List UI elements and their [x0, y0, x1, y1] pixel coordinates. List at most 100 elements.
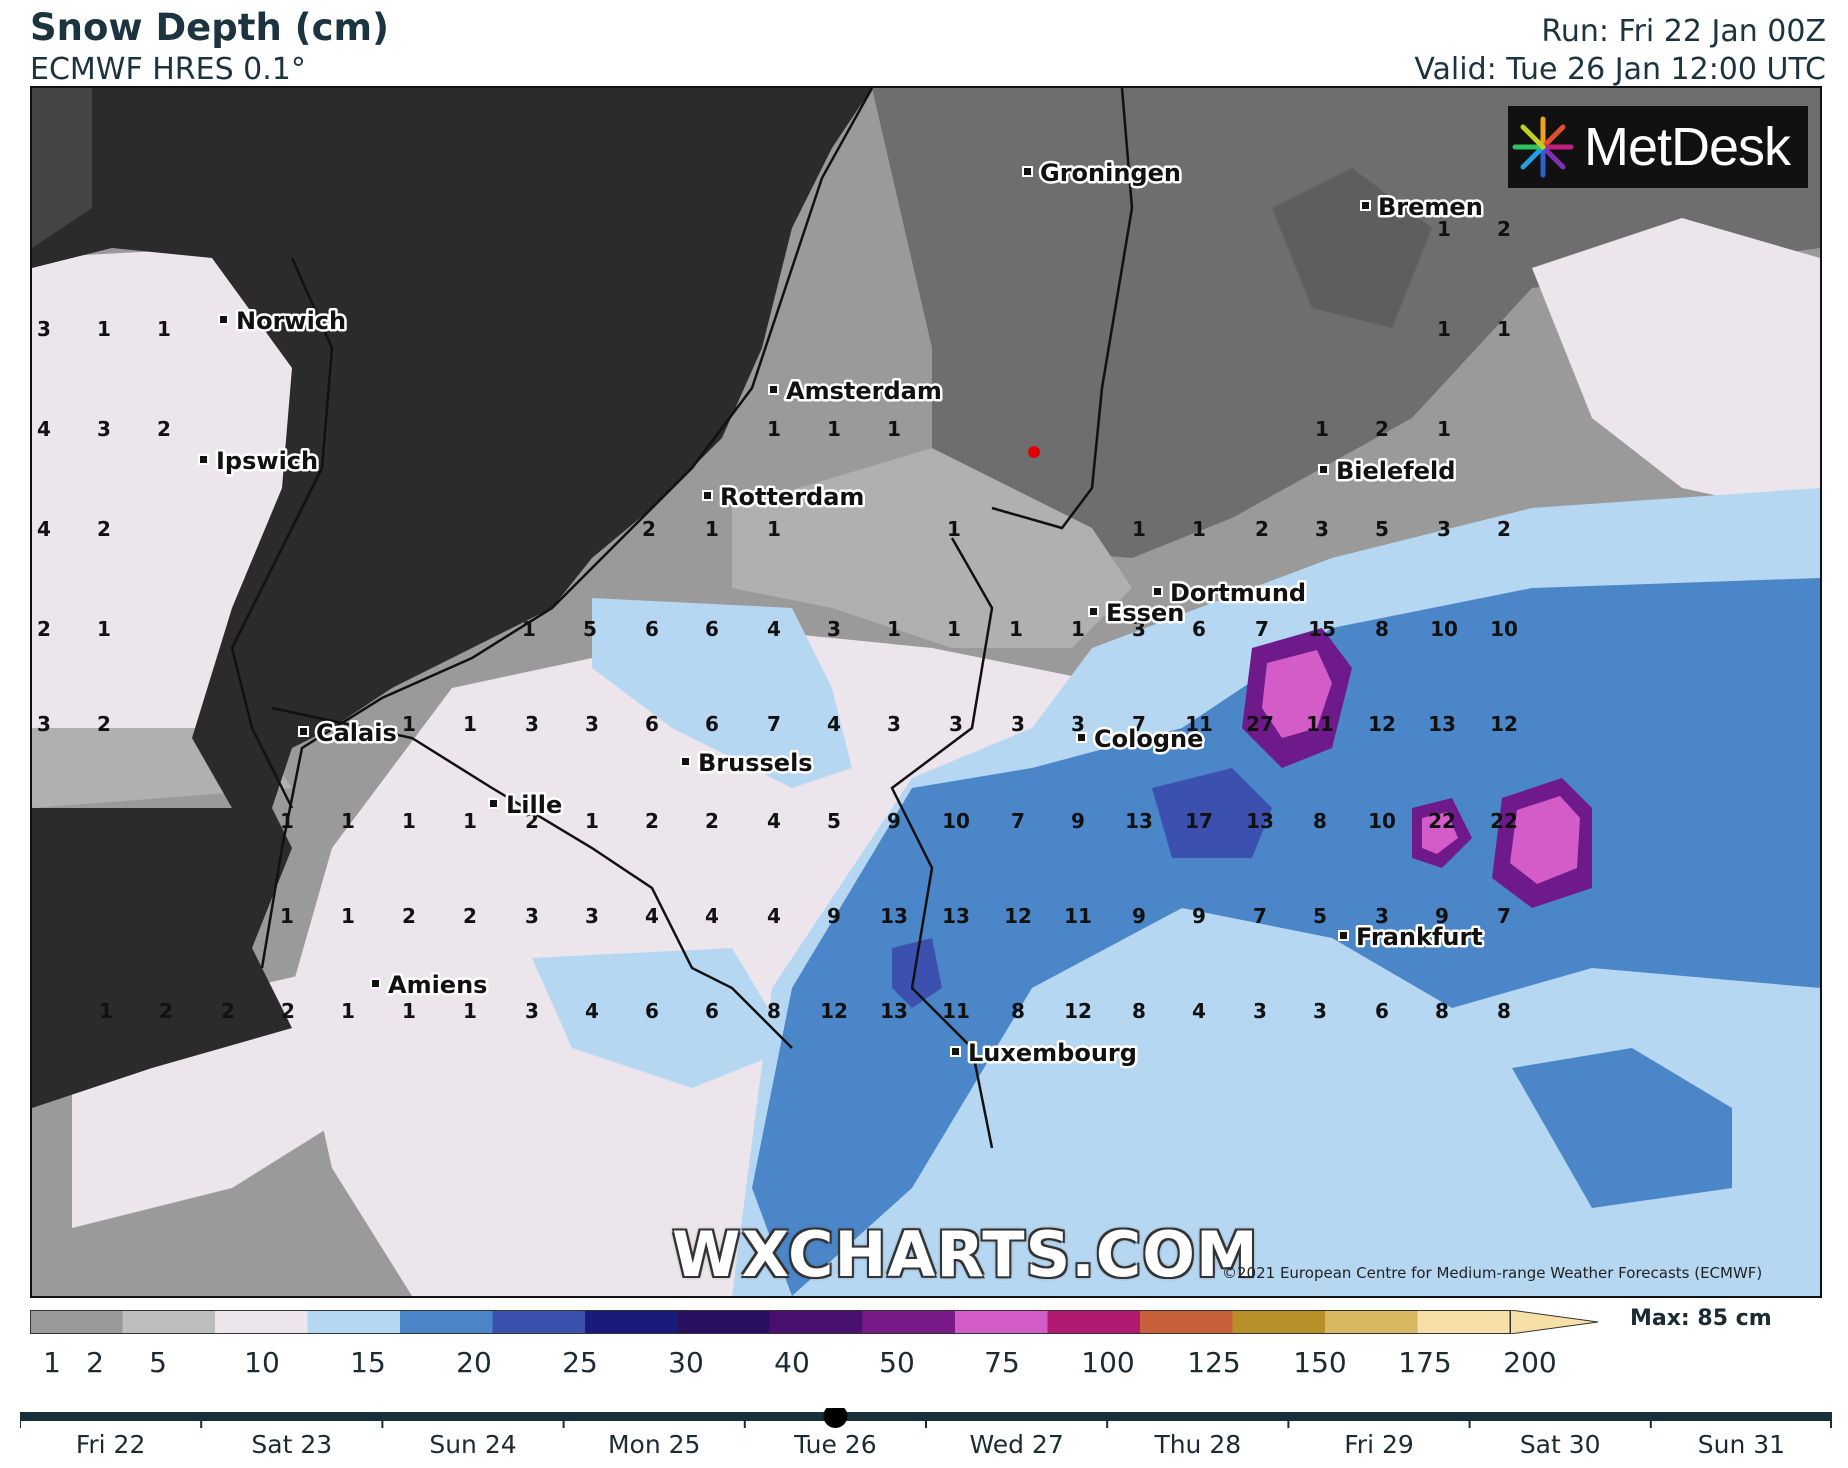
snow-value: 13: [1125, 809, 1153, 833]
snow-value: 1: [1071, 617, 1085, 641]
snow-value: 9: [887, 809, 901, 833]
snow-value: 1: [280, 904, 294, 928]
snow-value: 15: [1308, 617, 1336, 641]
snow-value: 1: [341, 809, 355, 833]
snow-value: 2: [97, 517, 111, 541]
legend-label: 125: [1187, 1346, 1241, 1379]
snow-value: 4: [37, 517, 51, 541]
snow-value: 27: [1246, 712, 1274, 736]
legend-swatch: [955, 1310, 1048, 1334]
valid-time: Valid: Tue 26 Jan 12:00 UTC: [1414, 52, 1826, 87]
snow-value: 2: [642, 517, 656, 541]
snow-value: 3: [585, 712, 599, 736]
snow-value: 6: [1375, 999, 1389, 1023]
legend-swatch: [492, 1310, 586, 1334]
snow-value: 4: [1192, 999, 1206, 1023]
snow-value: 4: [37, 417, 51, 441]
city-marker: [1022, 166, 1033, 177]
snow-value: 5: [827, 809, 841, 833]
snow-value: 22: [1428, 809, 1456, 833]
snow-value: 1: [827, 417, 841, 441]
snow-value: 17: [1185, 809, 1213, 833]
snow-value: 12: [1064, 999, 1092, 1023]
snow-value: 2: [525, 809, 539, 833]
snow-value: 7: [767, 712, 781, 736]
legend-label: 10: [244, 1346, 280, 1379]
timeline-track[interactable]: [20, 1412, 1832, 1421]
snow-value: 7: [1255, 617, 1269, 641]
snow-value: 1: [280, 809, 294, 833]
snow-value: 8: [1497, 999, 1511, 1023]
light-grey-zone-nl: [732, 448, 1132, 648]
snow-value: 11: [1064, 904, 1092, 928]
snow-value: 13: [1428, 712, 1456, 736]
timeline-day[interactable]: Fri 29: [1344, 1430, 1414, 1459]
timeline-day[interactable]: Fri 22: [75, 1430, 146, 1459]
snow-value: 1: [1132, 517, 1146, 541]
timeline-day[interactable]: Sat 23: [251, 1430, 333, 1459]
timeline-handle[interactable]: [823, 1408, 848, 1428]
snow-value: 1: [97, 317, 111, 341]
snow-value: 3: [525, 904, 539, 928]
snow-value: 6: [645, 999, 659, 1023]
snow-value: 7: [1253, 904, 1267, 928]
city-marker: [1318, 464, 1329, 475]
english-channel: [32, 808, 292, 1108]
city-marker: [1152, 586, 1163, 597]
city-marker: [702, 490, 713, 501]
snow-value: 2: [37, 617, 51, 641]
snow-value: 1: [887, 417, 901, 441]
north-sea-edge: [32, 88, 92, 248]
snow-value: 2: [157, 417, 171, 441]
timeline-slider[interactable]: [20, 1408, 1832, 1458]
timeline-day[interactable]: Wed 27: [969, 1430, 1064, 1459]
location-marker[interactable]: [1028, 446, 1040, 458]
legend-swatch: [585, 1310, 678, 1334]
snow-value: 1: [97, 617, 111, 641]
snow-value: 13: [942, 904, 970, 928]
snow-15-20-small: [892, 938, 942, 1008]
snow-value: 3: [1375, 904, 1389, 928]
city-label: Norwich: [236, 307, 346, 335]
city-label: Amiens: [388, 971, 487, 999]
timeline-day[interactable]: Tue 26: [794, 1430, 877, 1459]
city-label: Amsterdam: [786, 377, 942, 405]
snow-value: 1: [947, 517, 961, 541]
city-marker: [488, 798, 499, 809]
snow-value: 9: [1071, 809, 1085, 833]
snow-value: 1: [1009, 617, 1023, 641]
timeline-day[interactable]: Thu 28: [1154, 1430, 1242, 1459]
snow-value: 6: [705, 712, 719, 736]
timeline-day[interactable]: Sun 24: [429, 1430, 517, 1459]
snow-value: 12: [1490, 712, 1518, 736]
legend-swatch: [1140, 1310, 1233, 1334]
snow-value: 12: [820, 999, 848, 1023]
snow-value: 9: [1435, 904, 1449, 928]
city-label: Calais: [316, 719, 397, 747]
snow-value: 7: [1132, 712, 1146, 736]
snow-value: 3: [1313, 999, 1327, 1023]
city-marker: [370, 978, 381, 989]
timeline-day[interactable]: Mon 25: [607, 1430, 701, 1459]
legend-swatch: [1047, 1310, 1141, 1334]
city-marker: [298, 726, 309, 737]
snow-10-15-se: [1512, 1048, 1732, 1208]
city-label: Brussels: [698, 749, 813, 777]
timeline-day[interactable]: Sat 30: [1519, 1430, 1601, 1459]
city-label: Bielefeld: [1336, 457, 1455, 485]
snow-value: 3: [827, 617, 841, 641]
city-marker: [1338, 930, 1349, 941]
snow-value: 1: [463, 712, 477, 736]
snow-value: 22: [1490, 809, 1518, 833]
snow-value: 2: [705, 809, 719, 833]
metdesk-wordmark: MetDesk: [1584, 117, 1791, 177]
snow-value: 1: [887, 617, 901, 641]
snow-value: 2: [1497, 217, 1511, 241]
legend-label: 50: [879, 1346, 915, 1379]
snow-value: 8: [1313, 809, 1327, 833]
timeline-day[interactable]: Sun 31: [1697, 1430, 1786, 1459]
snow-value: 2: [97, 712, 111, 736]
snow-value: 6: [705, 999, 719, 1023]
legend-frame: [30, 1310, 1511, 1334]
